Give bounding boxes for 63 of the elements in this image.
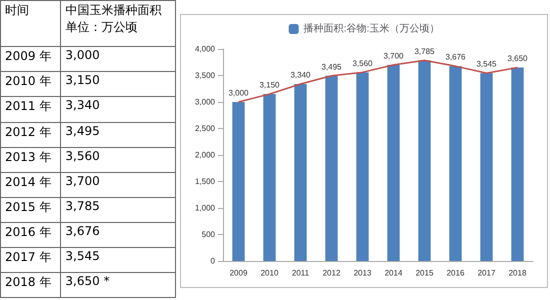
data-label: 3,000 [228,88,250,98]
bar [263,94,276,261]
bar [511,68,524,261]
x-tick-label: 2009 [230,268,248,278]
data-label: 3,340 [290,70,312,80]
text: 3,650 * [60,272,176,298]
bar [232,102,245,261]
text: 3,000 [60,46,176,72]
text: 2012 年 [0,122,61,148]
y-tick-label: 0 [210,256,216,266]
text: 3,560 [60,147,176,172]
data-label: 3,150 [259,80,280,90]
bar [449,66,462,261]
bar [418,60,431,261]
y-tick-label: 1,000 [194,204,216,212]
x-tick-label: 2014 [384,268,403,278]
bar [387,64,400,261]
y-tick-label: 3,500 [194,71,216,80]
data-label: 3,545 [476,60,498,69]
x-tick-label: 2016 [446,268,465,278]
y-tick-label: 2,000 [194,150,216,160]
y-tick-label: 1,500 [194,177,216,186]
x-tick-label: 2017 [478,268,496,278]
text: 3,785 [60,197,176,222]
bar [356,72,369,261]
text: 2018 年 [0,272,61,298]
text: 时间 [0,0,61,47]
text: 3,495 [60,122,176,148]
x-tick-label: 2013 [354,268,372,278]
text: 3,340 [60,96,176,122]
text: 2013 年 [0,147,61,172]
text: 2016 年 [0,222,61,248]
legend-label: 播种面积:谷物:玉米（万公顷） [304,22,440,34]
x-tick-label: 2018 [508,268,527,278]
data-label: 3,785 [414,46,436,56]
data-label: 3,560 [352,58,374,68]
data-label: 3,700 [383,51,404,60]
x-tick-label: 2011 [292,268,310,278]
text: 2015 年 [0,197,61,222]
text: 3,700 [60,172,176,198]
x-tick-label: 2010 [260,268,279,278]
y-tick-label: 2,500 [194,124,216,133]
x-tick-label: 2012 [322,268,341,278]
text: 单位：万公顷 [65,19,138,36]
data-label: 3,650 [507,54,528,64]
y-tick-label: 3,000 [194,98,216,106]
bar [294,84,307,261]
text: 2009 年 [0,46,61,72]
y-tick-label: 500 [202,230,216,239]
text: 2017 年 [0,247,61,272]
text: 2011 年 [0,96,61,122]
x-tick-label: 2015 [416,268,434,278]
text: 2010 年 [0,72,61,97]
text: 3,545 [60,247,176,272]
y-tick-label: 4,000 [194,44,216,54]
text: 3,676 [60,222,176,248]
data-label: 3,676 [445,52,466,62]
text: 3,150 [60,72,176,97]
bar [480,73,493,261]
data-label: 3,495 [321,62,342,72]
text: 2014 年 [0,172,61,198]
bar [325,76,338,261]
text: 中国玉米播种面积 [65,2,162,19]
